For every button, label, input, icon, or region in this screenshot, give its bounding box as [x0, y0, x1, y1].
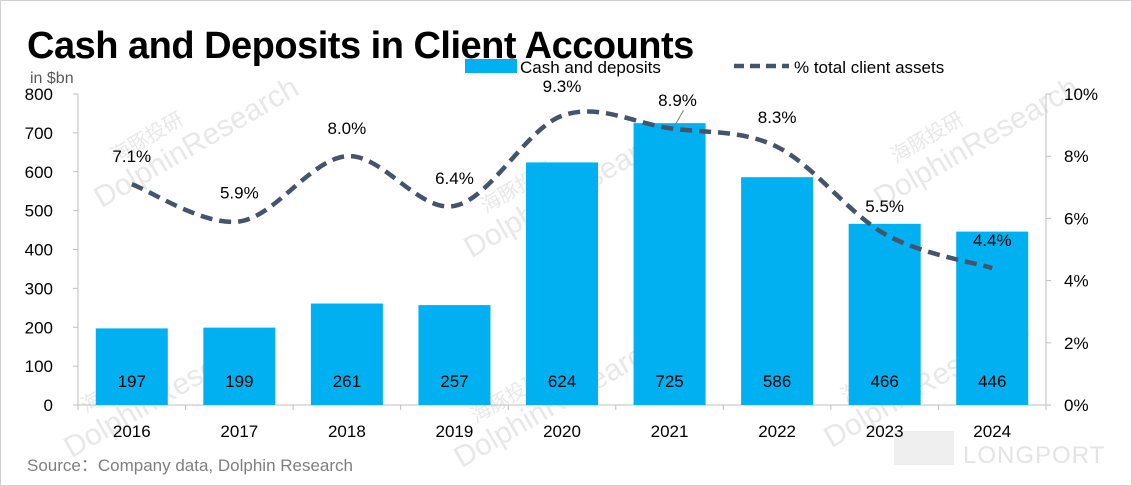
corner-watermark: LONGPORT	[894, 431, 1105, 469]
bar-value-label: 257	[440, 372, 468, 391]
y2-tick-label: 8%	[1064, 147, 1089, 166]
bar-value-label: 586	[763, 372, 791, 391]
y-tick-label: 0	[44, 396, 53, 415]
y2-tick-label: 6%	[1064, 209, 1089, 228]
x-tick-label: 2018	[328, 422, 366, 441]
line-value-label: 8.3%	[758, 108, 797, 127]
line-value-label: 6.4%	[435, 169, 474, 188]
y-axis-unit-label: in $bn	[30, 70, 74, 87]
chart-title: Cash and Deposits in Client Accounts	[27, 25, 694, 67]
x-tick-label: 2024	[973, 422, 1011, 441]
x-tick-label: 2022	[758, 422, 796, 441]
y2-tick-label: 4%	[1064, 272, 1089, 291]
bar	[95, 328, 168, 405]
line-value-label: 8.0%	[328, 119, 367, 138]
x-tick-label: 2019	[436, 422, 474, 441]
bar-value-label: 725	[655, 372, 683, 391]
x-tick-label: 2016	[113, 422, 151, 441]
data-labels: 197 199 261 257 624 725 586 466 446 7.1% 5.9% 8.0% 6…	[112, 77, 1011, 391]
y-tick-label: 300	[25, 279, 53, 298]
line-series	[130, 109, 993, 271]
bar-value-label: 446	[978, 372, 1006, 391]
y-tick-label: 100	[25, 357, 53, 376]
label-leader-line	[675, 109, 684, 125]
x-tick-label: 2017	[220, 422, 258, 441]
y2-tick-label: 10%	[1064, 85, 1098, 104]
bar-value-label: 199	[225, 372, 253, 391]
bar-value-label: 466	[870, 372, 898, 391]
legend: Cash and deposits % total client assets	[465, 58, 944, 77]
bar-value-label: 261	[333, 372, 361, 391]
legend-item-line: % total client assets	[734, 58, 944, 77]
line-value-label: 9.3%	[543, 77, 582, 96]
bars	[95, 123, 1029, 405]
legend-swatch-bar	[465, 59, 517, 73]
y-tick-label: 800	[25, 85, 53, 104]
y-tick-label: 400	[25, 241, 53, 260]
bar	[418, 305, 491, 405]
legend-item-bar: Cash and deposits	[465, 58, 661, 77]
source-note: Source：Company data, Dolphin Research	[27, 456, 354, 475]
bar-value-label: 197	[118, 372, 146, 391]
y-tick-label: 500	[25, 202, 53, 221]
bar-value-label: 624	[548, 372, 576, 391]
line-value-label: 5.9%	[220, 184, 259, 203]
x-tick-label: 2023	[866, 422, 904, 441]
bar	[848, 223, 921, 405]
corner-logo-mark	[894, 431, 954, 465]
line-value-label: 5.5%	[865, 197, 904, 216]
line-path	[130, 109, 993, 271]
bar	[633, 123, 706, 405]
x-tick-label: 2021	[651, 422, 689, 441]
bar	[526, 162, 598, 405]
y2-tick-label: 2%	[1064, 334, 1089, 353]
line-value-label: 8.9%	[658, 91, 697, 110]
y2-tick-label: 0%	[1064, 396, 1089, 415]
bar	[203, 327, 276, 405]
legend-label: Cash and deposits	[520, 58, 661, 77]
x-tick-label: 2020	[543, 422, 581, 441]
y-tick-label: 200	[25, 318, 53, 337]
bar	[741, 177, 814, 405]
line-value-label: 4.4%	[973, 231, 1012, 250]
legend-label: % total client assets	[794, 58, 944, 77]
corner-watermark-text: LONGPORT	[963, 442, 1105, 469]
bar	[310, 303, 383, 405]
y-tick-label: 700	[25, 124, 53, 143]
line-value-label: 7.1%	[112, 147, 151, 166]
y-tick-label: 600	[25, 163, 53, 182]
